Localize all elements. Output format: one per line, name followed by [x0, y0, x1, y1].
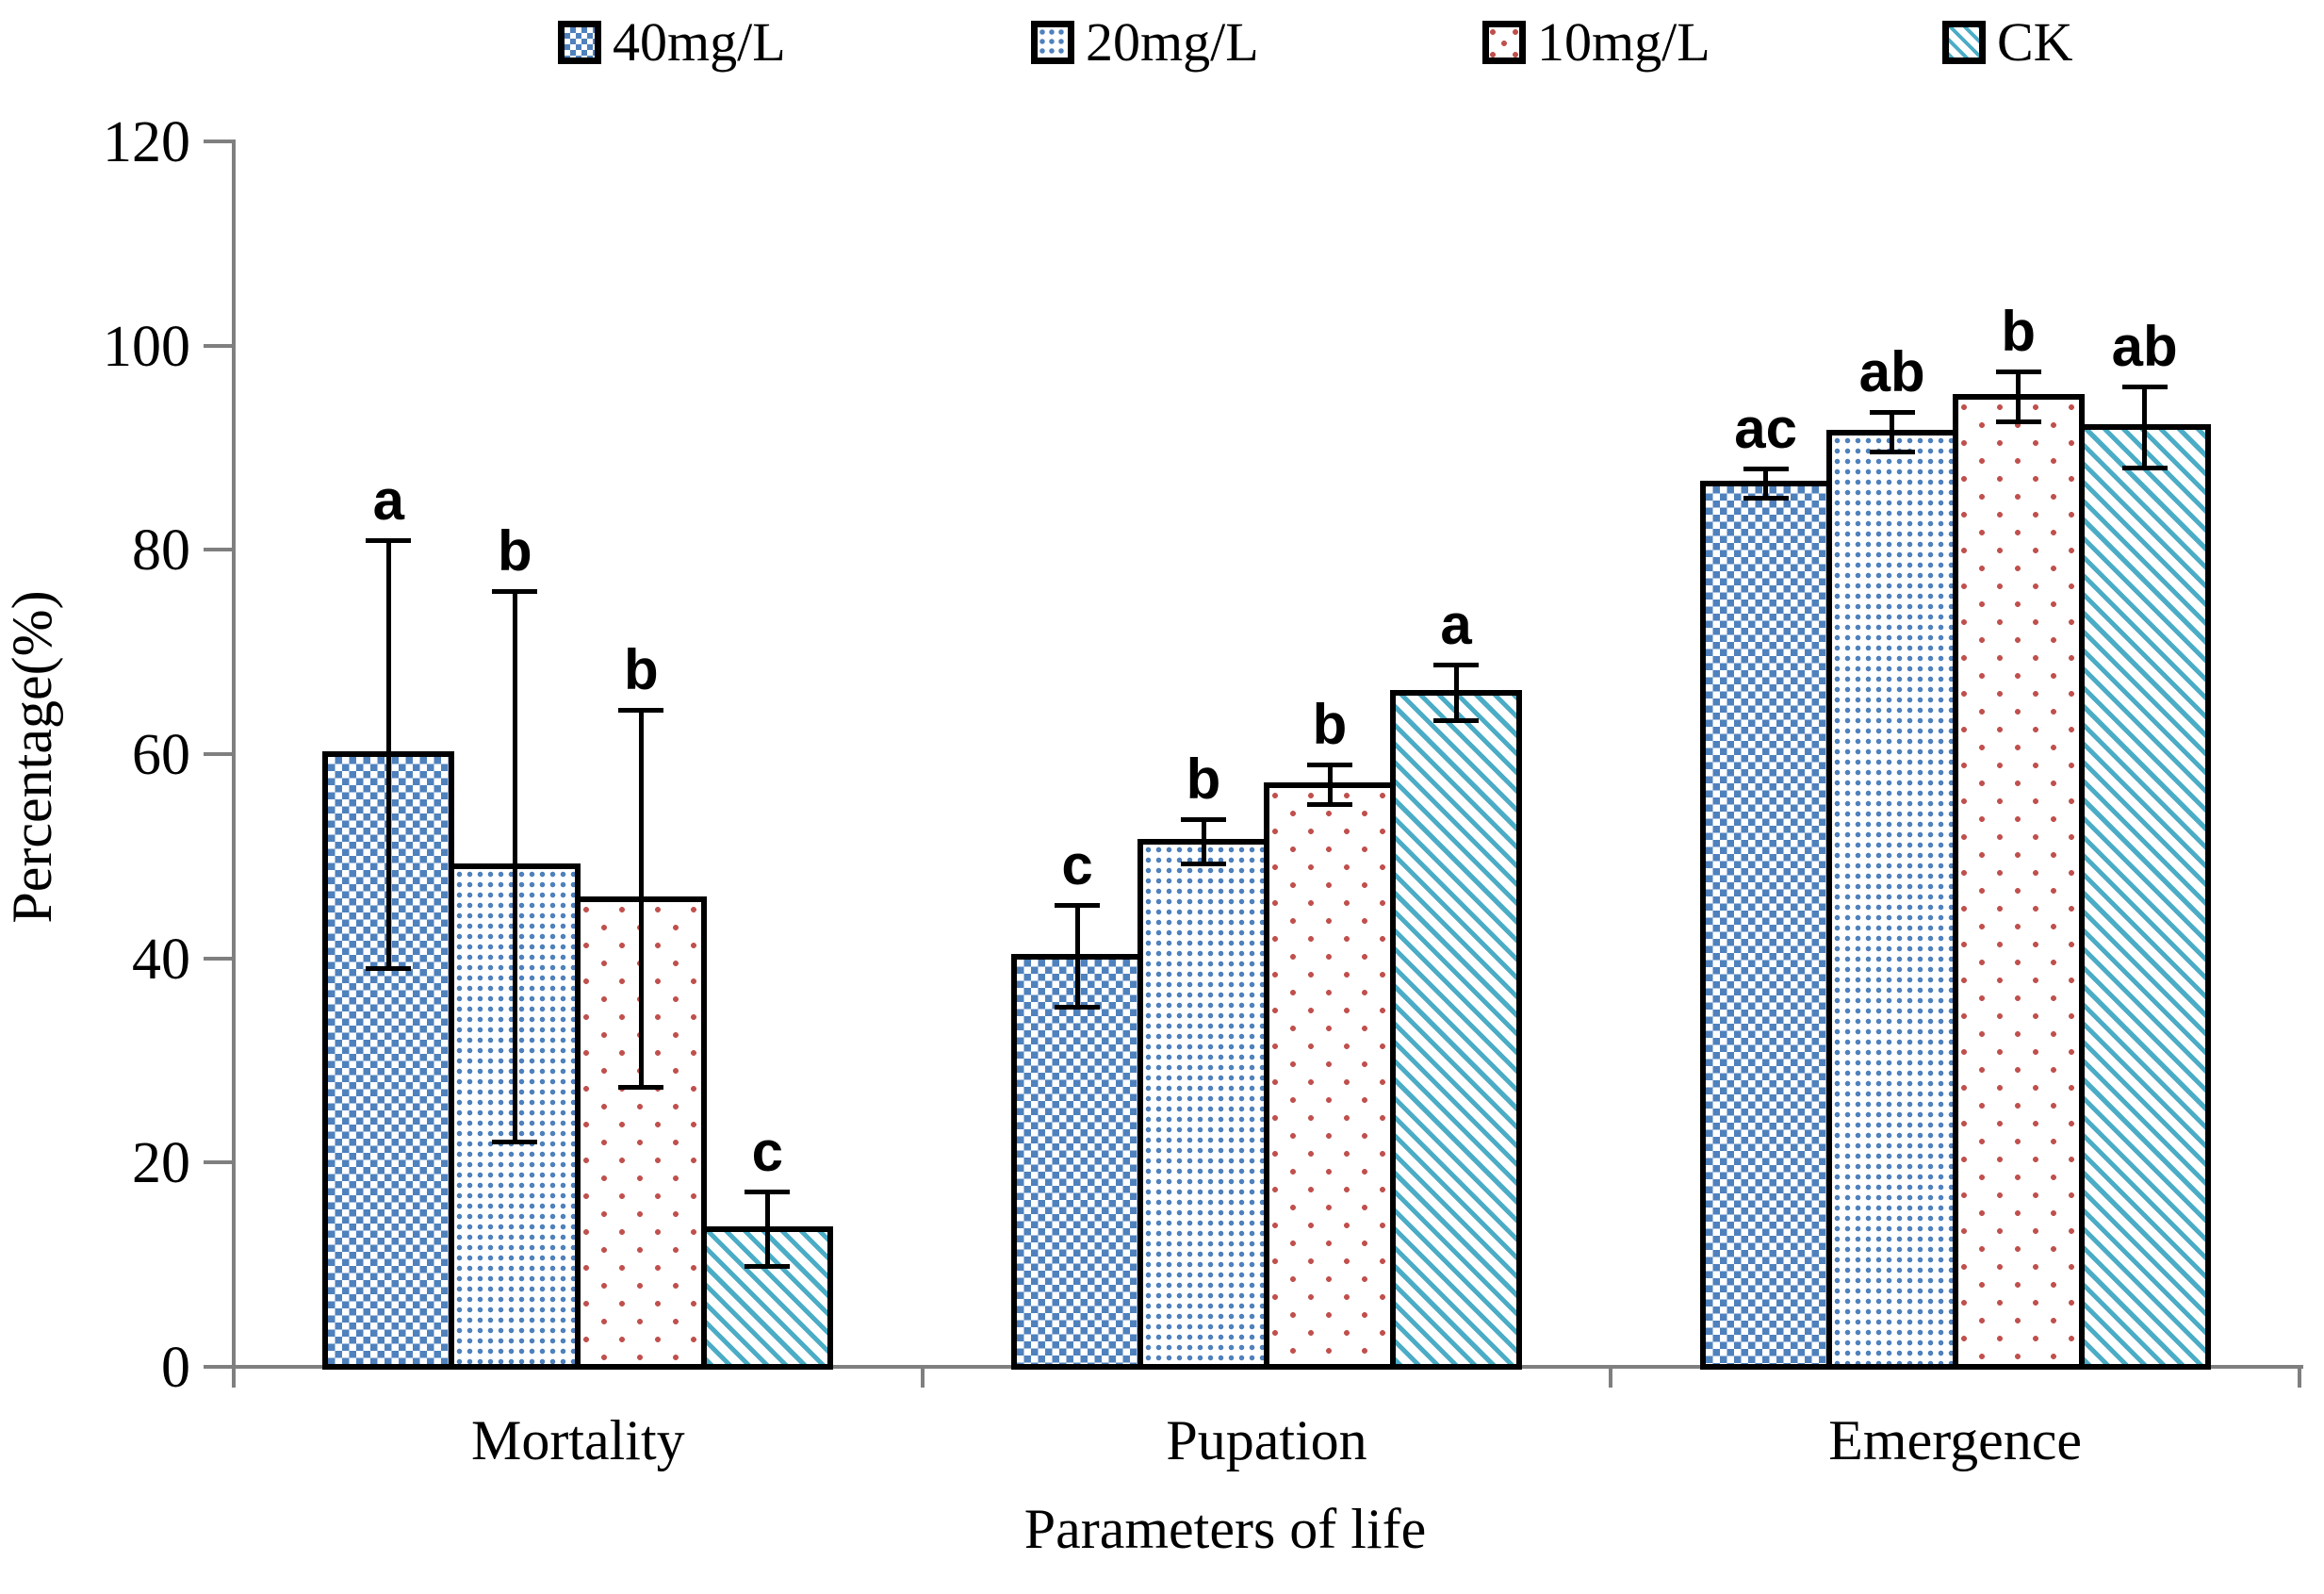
bar-40mg/L-emergence — [1699, 480, 1832, 1370]
error-bar-cap-top — [1995, 369, 2041, 374]
legend-item-40mgl: 40mg/L — [558, 15, 786, 70]
error-bar-cap-top — [366, 537, 412, 543]
error-bar-cap-bottom — [745, 1263, 791, 1269]
bar-CK-mortality — [701, 1225, 834, 1370]
y-tick-label: 20 — [132, 1131, 190, 1196]
legend-swatch-icon — [1942, 21, 1986, 64]
error-bar-cap-top — [1869, 410, 1915, 416]
error-bar-line — [1453, 664, 1459, 722]
error-bar-line — [2016, 370, 2021, 422]
error-bar-line — [1890, 412, 1895, 453]
y-tick-label: 80 — [132, 518, 190, 583]
error-bar-line — [638, 710, 644, 1089]
bar-10mg/L-pupation — [1264, 781, 1396, 1370]
legend-item-label: CK — [1997, 11, 2073, 73]
error-bar-cap-top — [1307, 762, 1352, 767]
significance-letter: ab — [1858, 340, 1925, 404]
category-label-mortality: Mortality — [471, 1409, 685, 1471]
legend-item-20mgl: 20mg/L — [1031, 15, 1259, 70]
error-bar-cap-bottom — [618, 1085, 664, 1091]
error-bar-line — [1327, 764, 1333, 806]
significance-letter: a — [1440, 592, 1472, 656]
category-separator-tick — [232, 1367, 236, 1388]
bar-20mg/L-emergence — [1825, 429, 1958, 1370]
significance-letter: c — [1061, 833, 1093, 897]
error-bar-line — [764, 1191, 770, 1267]
significance-letter: ab — [2111, 315, 2178, 378]
bar-40mg/L-pupation — [1011, 953, 1143, 1370]
error-bar-line — [1763, 468, 1769, 500]
significance-letter: b — [1186, 748, 1221, 812]
bar-CK-emergence — [2078, 424, 2211, 1370]
y-axis-tick — [204, 140, 234, 143]
y-tick-label: 60 — [132, 723, 190, 787]
bar-40mg/L-mortality — [322, 751, 455, 1370]
significance-letter: a — [372, 468, 405, 532]
error-bar-cap-bottom — [1869, 450, 1915, 455]
y-axis-tick — [204, 1160, 234, 1165]
legend-swatch-icon — [1482, 21, 1526, 64]
error-bar-cap-top — [1743, 466, 1789, 471]
error-bar-cap-top — [1433, 662, 1479, 667]
y-axis-tick — [204, 343, 234, 348]
bar-20mg/L-pupation — [1137, 839, 1269, 1370]
error-bar-cap-top — [618, 708, 664, 714]
y-tick-label: 120 — [103, 110, 190, 174]
error-bar-cap-top — [2121, 385, 2168, 389]
category-separator-tick — [2298, 1367, 2301, 1388]
legend-swatch-icon — [1031, 21, 1074, 64]
error-bar-cap-bottom — [492, 1139, 538, 1144]
error-bar-cap-bottom — [1743, 496, 1789, 501]
category-label-emergence: Emergence — [1828, 1409, 2083, 1471]
significance-letter: b — [1312, 692, 1348, 756]
y-axis-tick — [204, 1365, 234, 1369]
error-bar-cap-bottom — [1055, 1004, 1100, 1010]
y-axis-title: Percentage(%) — [1, 590, 63, 924]
y-axis-tick — [204, 548, 234, 552]
error-bar-cap-bottom — [1433, 718, 1479, 724]
bar-CK-pupation — [1390, 690, 1522, 1370]
y-tick-label: 100 — [103, 314, 190, 379]
error-bar-cap-bottom — [2121, 465, 2168, 470]
error-bar-line — [2142, 386, 2148, 468]
y-axis-line — [232, 140, 236, 1369]
legend-item-label: 10mg/L — [1537, 11, 1710, 73]
significance-letter: b — [624, 638, 659, 702]
error-bar-cap-bottom — [1181, 862, 1226, 866]
y-axis-tick — [204, 956, 234, 961]
category-separator-tick — [1609, 1367, 1613, 1388]
y-tick-label: 40 — [132, 927, 190, 992]
error-bar-cap-bottom — [1995, 419, 2041, 424]
error-bar-line — [512, 590, 517, 1142]
legend-swatch-icon — [558, 21, 601, 64]
legend-item-ck: CK — [1942, 15, 2073, 70]
error-bar-cap-top — [745, 1189, 791, 1194]
legend-item-10mgl: 10mg/L — [1482, 15, 1710, 70]
significance-letter: c — [751, 1119, 784, 1183]
x-axis-title: Parameters of life — [1023, 1498, 1427, 1560]
y-axis-tick — [204, 752, 234, 756]
significance-letter: b — [2001, 299, 2036, 363]
bar-10mg/L-emergence — [1952, 393, 2085, 1370]
significance-letter: b — [498, 518, 532, 583]
error-bar-line — [1201, 819, 1206, 864]
error-bar-cap-top — [1181, 817, 1226, 823]
significance-letter: ac — [1734, 396, 1798, 460]
category-label-pupation: Pupation — [1166, 1409, 1367, 1471]
error-bar-cap-bottom — [366, 965, 412, 971]
error-bar-cap-top — [492, 588, 538, 594]
error-bar-cap-top — [1055, 903, 1100, 909]
legend-item-label: 40mg/L — [613, 11, 786, 73]
error-bar-line — [1074, 905, 1080, 1008]
y-tick-label: 0 — [161, 1336, 190, 1400]
legend-item-label: 20mg/L — [1086, 11, 1259, 73]
category-separator-tick — [920, 1367, 925, 1388]
error-bar-line — [385, 539, 391, 969]
error-bar-cap-bottom — [1307, 802, 1352, 808]
